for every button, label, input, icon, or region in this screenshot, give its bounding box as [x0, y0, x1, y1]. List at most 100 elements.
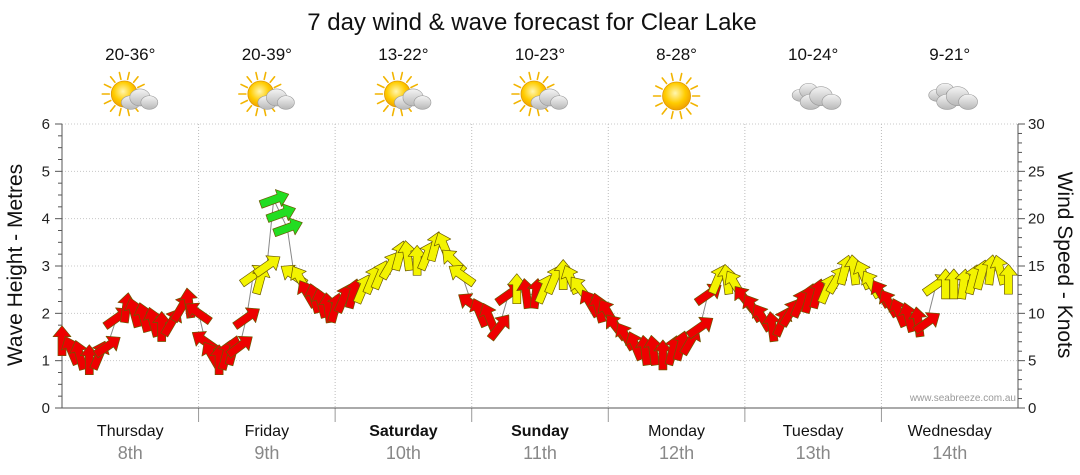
sun-cloud-icon [374, 71, 432, 117]
chart-title: 7 day wind & wave forecast for Clear Lak… [307, 9, 757, 36]
left-axis-title: Wave Height - Metres [4, 164, 27, 366]
wind-arrow [92, 335, 121, 359]
sun-ray [690, 85, 699, 90]
wind-arrows [52, 189, 1018, 376]
sun-ray [240, 99, 249, 105]
day-name: Saturday [369, 423, 438, 440]
sun-ray [109, 104, 116, 113]
right-axis-ticks: 0 5 10 15 20 25 30 [1028, 116, 1045, 417]
day-name: Monday [648, 423, 705, 440]
sun-ray [103, 83, 112, 89]
sun-ray [126, 107, 130, 117]
day-name: Friday [245, 423, 289, 440]
day-name: Tuesday [783, 423, 844, 440]
right-tick-label: 15 [1028, 258, 1045, 275]
cloud-puff [277, 95, 295, 110]
sun-ray [376, 83, 385, 89]
right-tick-label: 30 [1028, 116, 1045, 133]
sun-ray [542, 75, 549, 84]
wind-arrow [265, 203, 296, 223]
day-date: 14th [932, 443, 967, 463]
right-axis-title: Wind Speed - Knots [1053, 172, 1076, 359]
sun-disc [662, 81, 691, 111]
sun-ray [118, 107, 122, 117]
sun-ray [246, 104, 253, 113]
sun-rays [101, 71, 148, 117]
sun-ray [536, 71, 540, 81]
sun-ray [255, 71, 259, 81]
left-tick-label: 1 [42, 353, 50, 370]
right-tick-label: 10 [1028, 305, 1045, 322]
day-name: Wednesday [908, 423, 992, 440]
sun-ray [391, 107, 395, 117]
sun-ray [519, 75, 526, 84]
sun-icon [652, 72, 701, 120]
sun-ray [263, 71, 267, 81]
wind-arrow [448, 264, 477, 288]
sun-ray [126, 71, 130, 81]
wind-arrow [685, 316, 714, 340]
day-date: 12th [659, 443, 694, 463]
sun-ray [513, 99, 522, 105]
left-tick-label: 0 [42, 400, 50, 417]
sun-ray [376, 99, 385, 105]
watermark: www.seabreeze.com.au [909, 393, 1016, 404]
sun-ray [536, 107, 540, 117]
day-date: 13th [796, 443, 831, 463]
day-labels: Thursday 8th Friday 9th Saturday 10th Sunday 11… [97, 423, 992, 463]
sun-ray [528, 71, 532, 81]
sun-ray [263, 107, 267, 117]
sun-ray [391, 71, 395, 81]
sun-ray [273, 83, 282, 89]
sun-cloud-icon [238, 71, 295, 117]
day-date: 11th [523, 443, 557, 463]
sun-ray [240, 83, 249, 89]
wind-arrow [999, 263, 1018, 295]
day-date: 8th [118, 443, 143, 463]
sun-ray [655, 102, 663, 107]
sun-ray [399, 107, 404, 117]
sun-ray [132, 75, 139, 84]
wind-arrow [912, 312, 940, 335]
sun-cloud-icon [511, 71, 568, 117]
left-tick-label: 4 [42, 211, 50, 228]
left-tick-label: 3 [42, 258, 50, 275]
sun-ray [519, 104, 526, 113]
sun-ray [118, 71, 122, 81]
right-tick-label: 20 [1028, 211, 1045, 228]
cloud-puff [821, 93, 842, 110]
cloud-icon [928, 82, 978, 110]
wind-arrow [225, 335, 253, 359]
sun-ray [269, 75, 276, 84]
sun-ray [109, 75, 116, 84]
wind-arrow [232, 307, 260, 330]
sun-ray [382, 75, 389, 84]
sun-ray [405, 75, 412, 84]
cloud-puff [413, 95, 432, 110]
wind-arrow [252, 255, 281, 278]
sun-ray [679, 72, 683, 82]
sun-ray [410, 83, 419, 89]
left-tick-label: 5 [42, 163, 50, 180]
right-tick-label: 5 [1028, 353, 1036, 370]
sun-ray [670, 72, 674, 82]
sun-ray [685, 107, 692, 115]
sun-ray [661, 107, 668, 115]
sun-ray [528, 107, 532, 117]
sun-ray [137, 83, 145, 89]
left-axis-ticks: 0 1 2 3 4 5 6 [42, 116, 50, 417]
sun-cloud-icon [101, 71, 159, 117]
wind-arrow [272, 217, 303, 237]
day-date: 10th [386, 443, 421, 463]
sun-ray [655, 85, 663, 90]
day-date: 9th [254, 443, 279, 463]
sun-ray [255, 107, 259, 117]
sun-ray [382, 104, 389, 113]
day-temp: 20-36° [105, 45, 155, 64]
wind-arrow [486, 314, 510, 342]
sun-ray [679, 110, 683, 120]
weather-icons [101, 71, 978, 120]
day-temp: 9-21° [929, 45, 970, 64]
chart-axes [55, 123, 1025, 409]
sun-ray [513, 83, 522, 89]
